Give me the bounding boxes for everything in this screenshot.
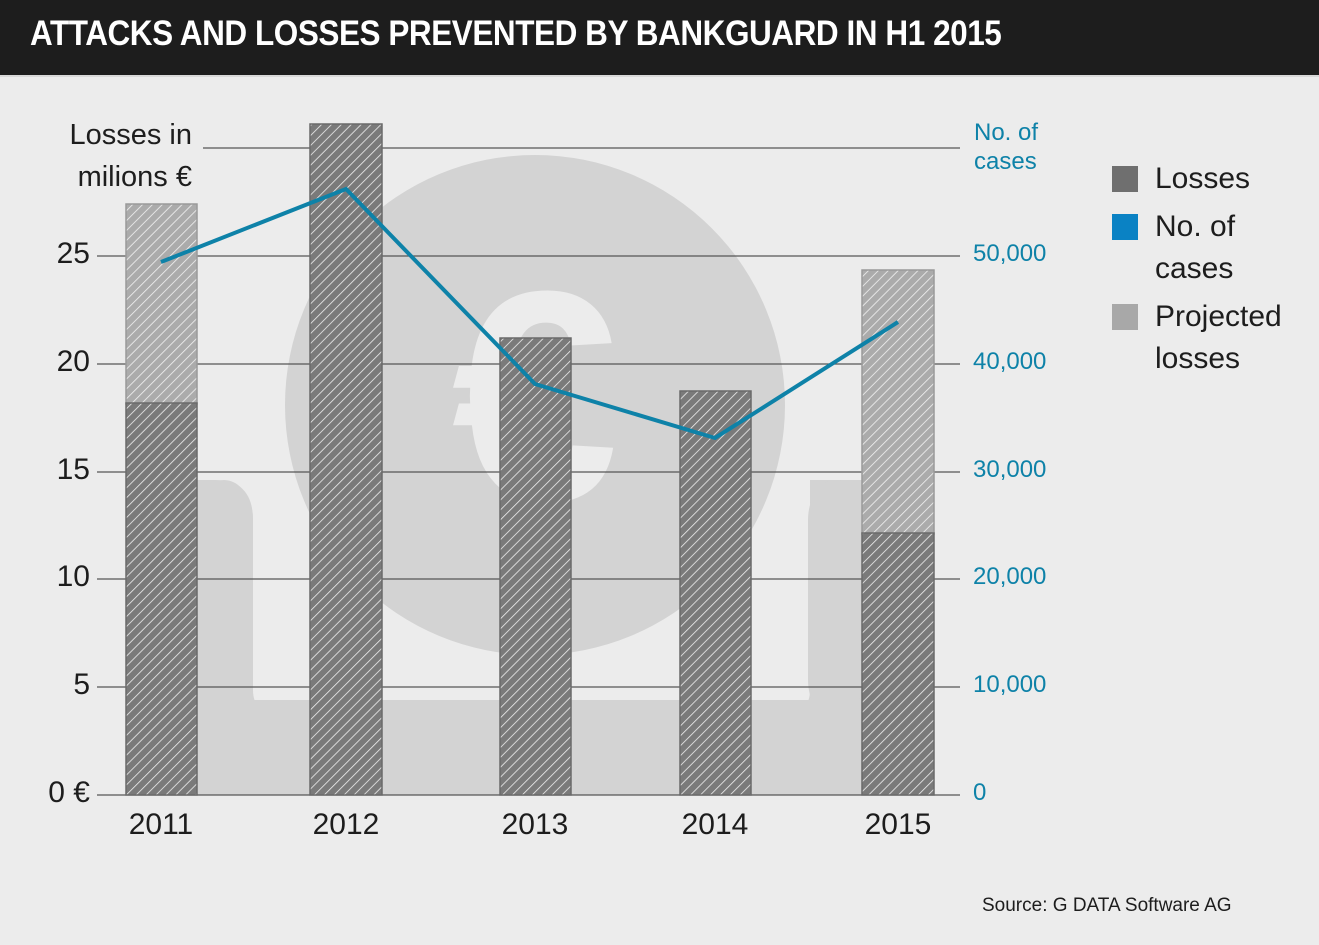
title-bar: ATTACKS AND LOSSES PREVENTED BY BANKGUAR… xyxy=(0,0,1319,77)
bar-2015-losses xyxy=(861,532,935,796)
right-tick-0: 0 xyxy=(973,779,987,806)
x-tick-2014: 2014 xyxy=(681,808,749,841)
left-tick-0: 0 € xyxy=(48,776,90,809)
x-tick-2015: 2015 xyxy=(864,808,932,841)
right-tick-50000: 50,000 xyxy=(973,240,1047,267)
right-tick-40000: 40,000 xyxy=(973,348,1047,375)
bar-2015-projected xyxy=(861,269,935,535)
legend-label-cases-line2: cases xyxy=(1155,252,1234,285)
left-tick-15: 15 xyxy=(56,453,90,486)
legend-label-cases: No. of cases xyxy=(1155,206,1315,290)
left-axis-title-line2: milions € xyxy=(77,161,192,193)
legend-item-cases: No. of cases xyxy=(1112,206,1315,290)
right-axis-title-line2: cases xyxy=(974,148,1037,175)
right-tick-10000: 10,000 xyxy=(973,671,1047,698)
legend-label-losses: Losses xyxy=(1155,158,1315,200)
legend-label-cases-line1: No. of xyxy=(1155,210,1236,243)
source-note: Source: G DATA Software AG xyxy=(982,895,1232,916)
left-axis-title: Losses in milions € xyxy=(20,114,192,198)
x-tick-2012: 2012 xyxy=(312,808,380,841)
legend: Losses No. of cases Projected losses xyxy=(1112,158,1315,386)
x-tick-2013: 2013 xyxy=(501,808,569,841)
left-tick-5: 5 xyxy=(73,668,90,701)
legend-label-losses-line1: Losses xyxy=(1155,162,1251,195)
bar-2011-projected xyxy=(125,203,198,405)
right-tick-30000: 30,000 xyxy=(973,456,1047,483)
legend-label-projected-line1: Projected xyxy=(1155,300,1282,333)
legend-swatch-cases xyxy=(1112,214,1138,240)
cases-line xyxy=(160,186,900,441)
left-axis-title-line1: Losses in xyxy=(69,119,192,151)
legend-label-projected-line2: losses xyxy=(1155,342,1241,375)
bar-2012-losses xyxy=(309,123,383,796)
legend-item-projected: Projected losses xyxy=(1112,296,1315,380)
legend-label-projected: Projected losses xyxy=(1155,296,1315,380)
bar-2013-losses xyxy=(499,337,572,796)
right-axis-title: No. of cases xyxy=(974,118,1038,176)
legend-swatch-projected xyxy=(1112,304,1138,330)
left-tick-20: 20 xyxy=(56,345,90,378)
legend-item-losses: Losses xyxy=(1112,158,1315,200)
bars xyxy=(125,123,935,796)
chart-title: ATTACKS AND LOSSES PREVENTED BY BANKGUAR… xyxy=(30,14,1002,53)
x-tick-2011: 2011 xyxy=(128,808,194,841)
right-axis-title-line1: No. of xyxy=(974,119,1039,146)
left-tick-25: 25 xyxy=(56,237,90,270)
left-tick-10: 10 xyxy=(56,560,90,593)
legend-swatch-losses xyxy=(1112,166,1138,192)
bar-2011-losses xyxy=(125,402,198,796)
right-tick-20000: 20,000 xyxy=(973,563,1047,590)
bar-2014-losses xyxy=(679,390,752,796)
